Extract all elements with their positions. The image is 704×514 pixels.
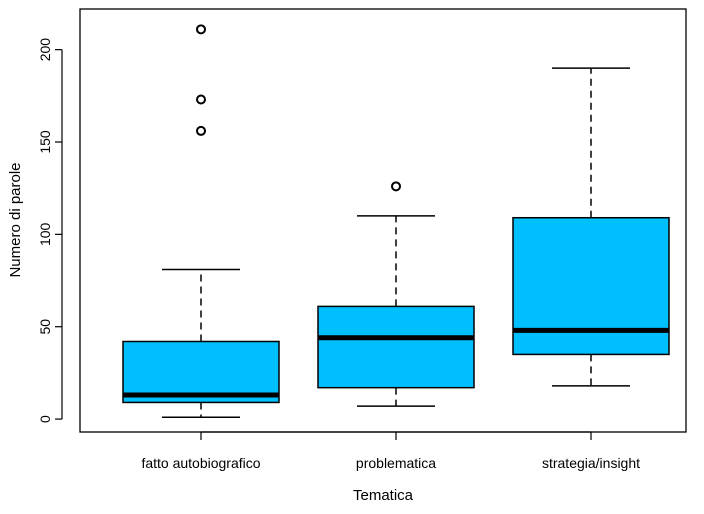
x-axis: fatto autobiografico problematica strategi… [141,431,640,471]
y-axis-label: Numero di parole [7,162,24,277]
y-tick-label: 0 [37,415,53,423]
x-tick-label: strategia/insight [542,455,640,471]
x-axis-label: Tematica [353,487,414,504]
box-group [512,67,670,387]
x-tick-label: problematica [356,455,436,471]
boxes-group [122,24,670,418]
y-tick-label: 150 [37,130,53,154]
outlier-point [196,94,206,105]
outlier-point [196,24,206,35]
iqr-box [317,305,475,389]
x-tick-label: fatto autobiografico [141,455,260,471]
box-group [122,24,280,418]
y-tick-label: 50 [37,319,53,335]
y-tick-label: 100 [37,222,53,246]
iqr-box [512,216,670,356]
y-axis: 0 50 100 150 200 [37,38,63,423]
box-group [317,181,475,407]
outlier-point [391,181,401,192]
y-tick-label: 200 [37,38,53,62]
iqr-box [122,340,280,404]
outlier-point [196,125,206,136]
